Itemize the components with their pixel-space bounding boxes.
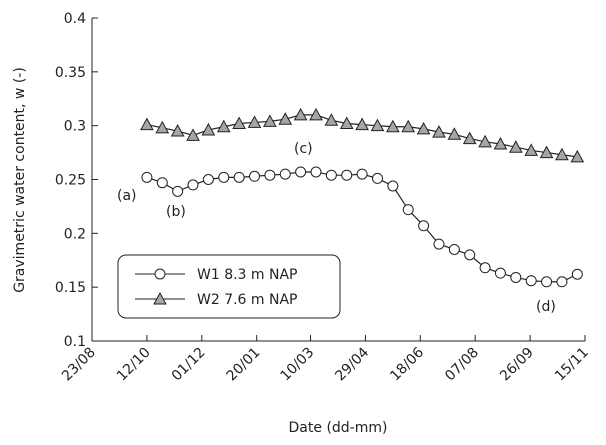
y-tick-label: 0.4 xyxy=(64,11,86,27)
data-point xyxy=(278,112,293,125)
data-point xyxy=(571,268,583,280)
x-tick-label: 23/08 xyxy=(59,345,99,385)
data-point xyxy=(201,122,216,136)
data-point xyxy=(508,140,523,153)
data-point xyxy=(356,168,368,180)
data-point xyxy=(232,116,246,130)
x-tick-label: 10/03 xyxy=(277,345,317,385)
y-tick-label: 0.1 xyxy=(64,334,86,350)
data-point xyxy=(249,170,261,182)
x-tick-label: 29/04 xyxy=(332,344,372,384)
data-point xyxy=(432,125,446,138)
data-point xyxy=(448,243,460,255)
data-point xyxy=(479,262,491,274)
data-point xyxy=(233,171,245,183)
y-tick-label: 0.15 xyxy=(55,280,86,296)
data-point xyxy=(371,172,383,184)
data-point xyxy=(339,116,354,130)
data-point xyxy=(433,238,445,250)
y-axis-label: Gravimetric water content, w (-) xyxy=(12,67,28,293)
data-point xyxy=(325,169,337,181)
x-axis-label: Date (dd-mm) xyxy=(289,420,388,436)
data-point xyxy=(310,166,322,178)
data-point xyxy=(141,171,153,183)
data-point xyxy=(216,119,231,133)
legend-marker xyxy=(154,268,166,280)
x-tick-label: 26/09 xyxy=(497,345,537,385)
data-point xyxy=(247,115,262,128)
x-tick-label: 15/11 xyxy=(552,345,592,385)
data-point xyxy=(525,275,537,287)
y-tick-label: 0.25 xyxy=(55,173,86,189)
x-tick-label: 12/10 xyxy=(114,345,154,385)
data-point xyxy=(156,177,168,189)
y-tick-label: 0.2 xyxy=(64,226,86,242)
data-point xyxy=(494,267,506,279)
data-point xyxy=(355,117,369,131)
y-tick-label: 0.35 xyxy=(55,65,86,81)
data-point xyxy=(555,147,569,161)
data-point xyxy=(570,149,585,163)
data-point xyxy=(539,145,554,159)
annotation: (b) xyxy=(166,204,186,220)
x-tick-label: 01/12 xyxy=(169,345,209,385)
data-point xyxy=(279,168,291,180)
legend-label: W2 7.6 m NAP xyxy=(197,292,298,308)
data-point xyxy=(172,185,184,197)
annotation: (d) xyxy=(536,299,556,315)
data-point xyxy=(187,179,199,191)
data-point xyxy=(524,143,539,156)
data-point xyxy=(170,124,185,137)
data-point xyxy=(309,107,323,121)
data-point xyxy=(341,169,353,181)
y-tick-label: 0.3 xyxy=(64,119,86,135)
data-point xyxy=(402,204,414,216)
data-point xyxy=(556,276,568,288)
data-point xyxy=(387,180,399,192)
data-point xyxy=(186,128,200,141)
data-point xyxy=(155,120,170,134)
annotation: (a) xyxy=(117,188,137,204)
data-point xyxy=(293,107,308,121)
data-point xyxy=(510,271,522,283)
data-point xyxy=(416,121,431,135)
data-point xyxy=(370,118,385,132)
data-point xyxy=(295,166,307,178)
data-point xyxy=(478,134,492,148)
data-point xyxy=(418,220,430,232)
legend-marker xyxy=(153,291,167,305)
x-tick-label: 07/08 xyxy=(442,345,482,385)
data-point xyxy=(202,174,214,185)
x-tick-label: 18/06 xyxy=(387,344,427,384)
x-tick-label: 20/01 xyxy=(224,345,264,385)
data-point xyxy=(447,127,462,140)
data-point xyxy=(263,114,277,127)
data-point xyxy=(401,119,416,133)
data-point xyxy=(462,131,477,145)
data-point xyxy=(493,136,508,150)
data-point xyxy=(386,119,400,133)
legend-box xyxy=(117,254,341,319)
data-point xyxy=(541,276,553,288)
annotation: (c) xyxy=(294,141,313,157)
data-point xyxy=(324,113,339,126)
data-point xyxy=(140,117,154,131)
data-point xyxy=(264,169,276,181)
data-point xyxy=(218,171,230,183)
data-point xyxy=(464,249,476,261)
legend-label: W1 8.3 m NAP xyxy=(197,267,298,283)
